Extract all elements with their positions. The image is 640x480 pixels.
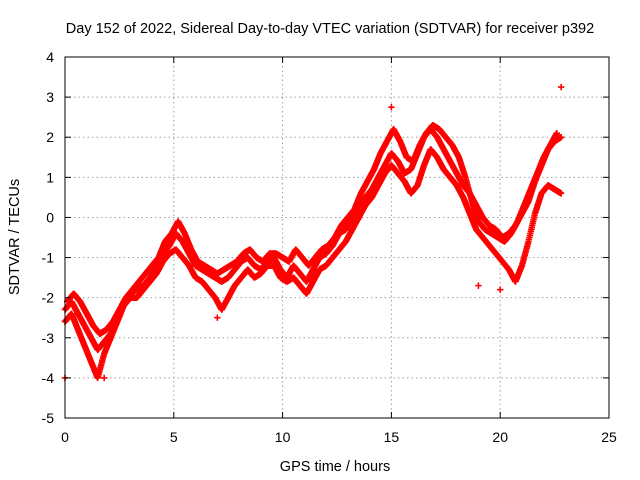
data-point-outlier [497,286,504,293]
y-tick-label: 0 [46,209,54,225]
data-point-track-b [557,190,565,197]
y-tick-label: 2 [46,129,54,145]
y-tick-label: 3 [46,89,54,105]
x-tick-label: 0 [61,429,69,445]
data-points [61,83,565,382]
x-tick-label: 15 [384,429,400,445]
x-tick-label: 25 [601,429,617,445]
axis-ticks: 0 5 10 15 20 25 -5 -4 -3 -2 -1 0 1 2 3 4 [42,49,617,445]
data-point-outlier [475,282,482,289]
plot-frame [64,56,610,419]
data-point-outlier [100,374,108,382]
chart-title: Day 152 of 2022, Sidereal Day-to-day VTE… [66,21,594,37]
x-tick-label: 20 [492,429,508,445]
y-axis-title: SDTVAR / TECUs [7,179,23,295]
y-tick-label: 4 [46,49,54,65]
x-tick-label: 5 [170,429,178,445]
y-tick-label: -3 [42,330,55,346]
data-point-outlier [557,83,565,91]
data-point-track-a [557,134,565,141]
x-tick-label: 10 [275,429,291,445]
y-tick-label: -1 [42,250,55,266]
data-point-track-c [553,130,560,137]
data-point-outlier [214,314,221,321]
x-axis-title: GPS time / hours [280,459,390,475]
y-tick-label: -2 [42,290,55,306]
y-tick-label: 1 [46,169,54,185]
y-tick-label: -5 [42,410,55,426]
y-tick-label: -4 [42,370,55,386]
data-point-outlier [388,103,395,111]
